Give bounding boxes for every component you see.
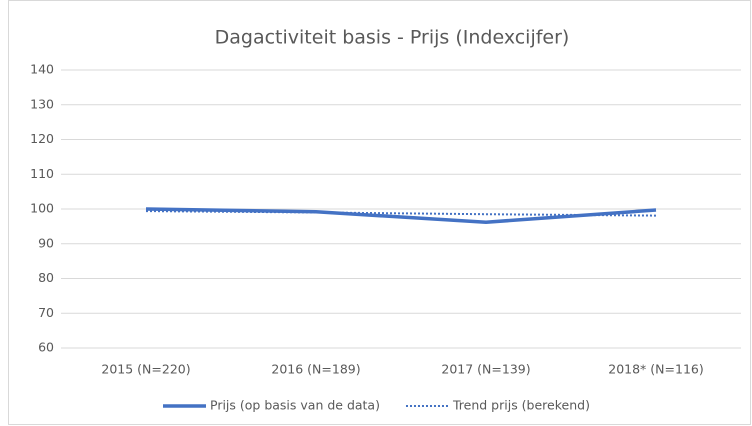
y-tick-label: 130 xyxy=(30,96,54,111)
y-tick-label: 140 xyxy=(30,62,54,77)
y-tick-label: 80 xyxy=(38,270,54,285)
y-tick-label: 100 xyxy=(30,201,54,216)
chart-title: Dagactiviteit basis - Prijs (Indexcijfer… xyxy=(215,27,570,49)
series-line xyxy=(145,207,657,224)
x-tick-label: 2016 (N=189) xyxy=(271,362,360,377)
y-tick-label: 120 xyxy=(30,131,54,146)
y-tick-label: 110 xyxy=(30,166,54,181)
legend-label: Trend prijs (berekend) xyxy=(452,398,590,413)
x-tick-label: 2015 (N=220) xyxy=(101,362,190,377)
y-tick-label: 70 xyxy=(38,305,54,320)
x-tick-label: 2018* (N=116) xyxy=(608,362,703,377)
legend-label: Prijs (op basis van de data) xyxy=(210,398,380,413)
y-tick-label: 90 xyxy=(38,235,54,250)
x-tick-label: 2017 (N=139) xyxy=(441,362,530,377)
y-tick-label: 60 xyxy=(38,340,54,355)
